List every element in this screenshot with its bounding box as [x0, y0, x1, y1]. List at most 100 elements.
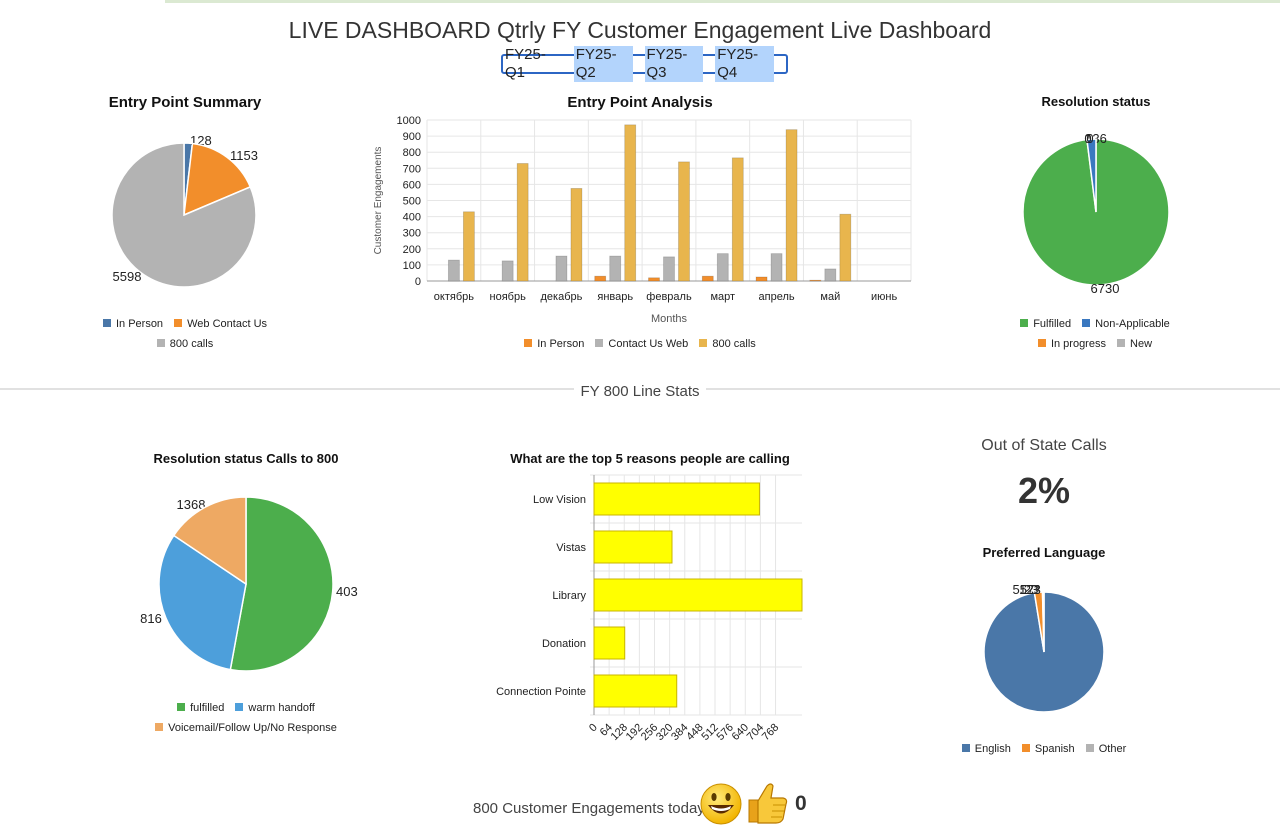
bar-contact-us-web-4[interactable] [663, 256, 675, 282]
quarter-option-q4[interactable]: FY25-Q4 [715, 46, 774, 82]
preferred-language-legend: English Spanish Other [944, 739, 1144, 759]
legend-item-fulfilled[interactable]: Fulfilled [1020, 314, 1071, 334]
bar-in-person-5[interactable] [701, 275, 714, 282]
legend-item-spanish[interactable]: Spanish [1021, 739, 1075, 759]
resolution-status-pie: 136006730 [1022, 131, 1170, 296]
legend-item-other[interactable]: Other [1085, 739, 1126, 759]
bar-800-calls-0[interactable] [462, 211, 475, 282]
bar-800-calls-5[interactable] [731, 157, 744, 282]
bar-library[interactable] [593, 578, 803, 612]
y-tick-label: 200 [403, 244, 421, 256]
hbar-plot-area [590, 474, 803, 716]
bar-contact-us-web-1[interactable] [501, 260, 514, 282]
bar-contact-us-web-7[interactable] [824, 268, 837, 282]
bar-800-calls-3[interactable] [624, 124, 637, 282]
x-tick-label: 768 [760, 722, 781, 743]
quarter-option-q3[interactable]: FY25-Q3 [644, 46, 704, 82]
pie-slice-non-applicable[interactable] [1086, 138, 1097, 213]
bar-contact-us-web-6[interactable] [770, 253, 783, 282]
legend-item-in-person[interactable]: In Person [102, 314, 163, 334]
legend-item-800-calls[interactable]: 800 calls [156, 334, 213, 354]
y-tick-label: 900 [403, 131, 421, 143]
legend-item-english[interactable]: English [961, 739, 1011, 759]
bar-chart-plot-area [426, 119, 912, 282]
pie-data-label: 6730 [1091, 281, 1120, 296]
bar-800-calls-4[interactable] [678, 161, 690, 282]
bar-in-person-6[interactable] [755, 276, 768, 282]
pie-slice-voicemail-follow-up-no-response[interactable] [172, 496, 247, 586]
bar-800-calls-7[interactable] [839, 213, 852, 282]
quarter-multiselect[interactable]: FY25-Q1 FY25-Q2 FY25-Q3 FY25-Q4 [501, 46, 788, 82]
y-tick-label: 500 [403, 196, 421, 208]
x-tick-label: май [820, 291, 840, 303]
quarter-option-q2[interactable]: FY25-Q2 [573, 46, 633, 82]
y-tick-label: 400 [403, 212, 421, 224]
y-tick-label: Library [552, 590, 586, 602]
bar-in-person-3[interactable] [594, 275, 607, 282]
bar-800-calls-2[interactable] [570, 188, 583, 282]
bar-800-calls-6[interactable] [785, 129, 798, 282]
bar-low-vision[interactable] [593, 482, 760, 516]
y-tick-label: 0 [415, 276, 421, 288]
pie-slice-warm-handoff[interactable] [158, 534, 247, 671]
bar-in-person-7[interactable] [809, 279, 822, 282]
today-engagements-count: 0 [795, 792, 807, 815]
resolution-status-calls-legend: fulfilled warm handoff Voicemail/Follow … [126, 698, 366, 738]
bar-contact-us-web-0[interactable] [447, 259, 460, 282]
top-reasons-title: What are the top 5 reasons people are ca… [510, 451, 790, 466]
pie-slice-800-calls[interactable] [111, 142, 257, 288]
pie-data-label: 0 [1084, 131, 1091, 146]
pie-slice-other[interactable] [1041, 591, 1045, 653]
entry-point-summary-legend: In Person Web Contact Us 800 calls [85, 314, 285, 354]
legend-item-contact-us-web[interactable]: Contact Us Web [595, 334, 688, 354]
x-tick-label: апрель [759, 291, 795, 303]
resolution-status-title: Resolution status [1041, 94, 1151, 109]
y-tick-label: Donation [542, 638, 586, 650]
pie-data-label: 1368 [177, 497, 206, 512]
bar-in-person-4[interactable] [648, 277, 660, 282]
legend-item-in-person[interactable]: In Person [524, 334, 584, 354]
entry-point-analysis-legend: In Person Contact Us Web 800 calls [440, 334, 840, 354]
legend-item-non-applicable[interactable]: Non-Applicable [1082, 314, 1170, 334]
y-tick-label: Low Vision [533, 494, 586, 506]
legend-item-new[interactable]: New [1117, 334, 1152, 354]
top-reasons-bar-chart: 064128192256320384448512576640704768Low … [496, 474, 803, 743]
pie-data-label: 1153 [230, 148, 258, 163]
resolution-status-legend: Fulfilled Non-Applicable In progress New [1000, 314, 1190, 354]
legend-item-voicemail[interactable]: Voicemail/Follow Up/No Response [155, 718, 337, 738]
bar-contact-us-web-3[interactable] [609, 255, 622, 282]
pie-slice-fulfilled[interactable] [229, 496, 334, 672]
x-tick-label: июнь [871, 291, 897, 303]
bar-connection-pointe[interactable] [593, 674, 678, 708]
page-title: LIVE DASHBOARD Qtrly FY Customer Engagem… [288, 17, 992, 43]
quarter-option-q1[interactable]: FY25-Q1 [505, 46, 546, 81]
y-axis-label: Customer Engagements [373, 147, 384, 255]
y-tick-label: Connection Pointe [496, 686, 586, 698]
bar-vistas[interactable] [593, 530, 673, 564]
x-tick-label: январь [597, 291, 633, 303]
bar-donation[interactable] [593, 626, 626, 660]
pie-data-label: 816 [140, 611, 162, 626]
entry-point-analysis-title: Entry Point Analysis [567, 94, 713, 111]
entry-point-summary-title: Entry Point Summary [108, 94, 262, 111]
bar-contact-us-web-5[interactable] [716, 253, 729, 282]
y-tick-label: 600 [403, 179, 421, 191]
pie-data-label: 123 [1019, 582, 1041, 597]
legend-item-warm-handoff[interactable]: warm handoff [235, 698, 315, 718]
resolution-status-calls-pie: 1368 816 403 [140, 496, 358, 672]
pie-slice-web-contact-us[interactable] [183, 142, 252, 217]
legend-item-800-calls[interactable]: 800 calls [699, 334, 756, 354]
bar-800-calls-1[interactable] [516, 163, 529, 282]
x-tick-label: 0 [587, 722, 600, 735]
y-tick-label: 800 [403, 147, 421, 159]
legend-item-fulfilled[interactable]: fulfilled [177, 698, 224, 718]
legend-item-web-contact-us[interactable]: Web Contact Us [174, 314, 267, 334]
preferred-language-title: Preferred Language [982, 545, 1106, 560]
today-engagements-label: 800 Customer Engagements today [473, 800, 705, 817]
legend-item-in-progress[interactable]: In progress [1037, 334, 1106, 354]
x-tick-label: март [710, 291, 735, 303]
bar-contact-us-web-2[interactable] [555, 255, 568, 282]
top-accent-bar [165, 0, 1280, 3]
